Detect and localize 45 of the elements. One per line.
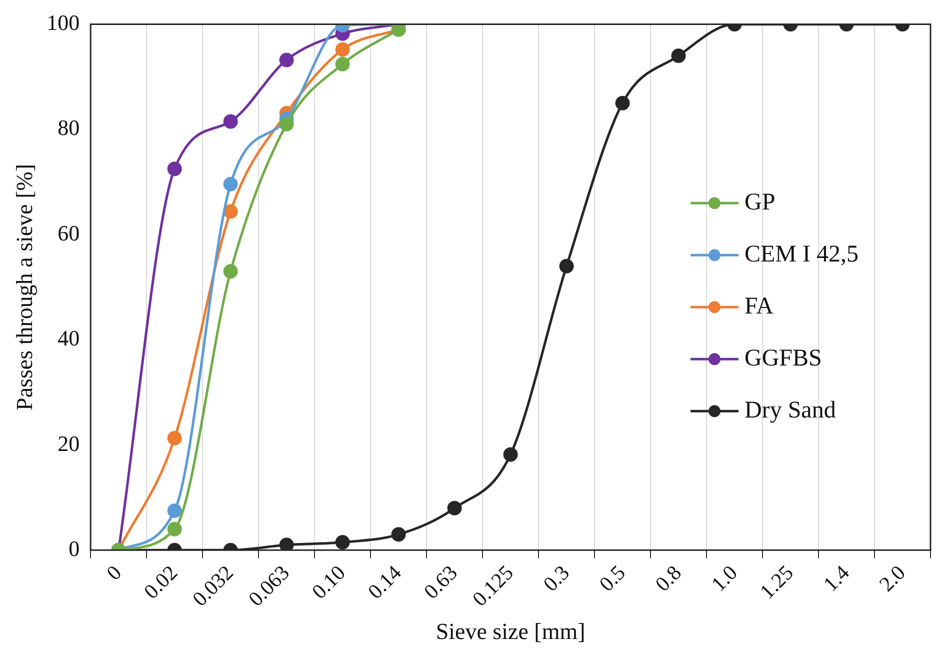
point (335, 56, 350, 72)
y-tick-label: 100 (46, 10, 80, 35)
point (671, 48, 686, 64)
x-tick-label: 0.5 (594, 560, 630, 596)
x-tick-label: 0.02 (139, 560, 182, 604)
point (279, 116, 294, 132)
y-tick-label: 0 (68, 536, 80, 561)
x-tick-label: 0.63 (419, 560, 462, 604)
y-tick-label: 60 (58, 220, 80, 246)
legend-label: GP (744, 189, 776, 216)
y-tick-label: 20 (58, 430, 80, 456)
x-tick-label: 1.25 (754, 560, 798, 604)
legend-label: GGFBS (744, 345, 822, 372)
x-tick-label: 0.14 (363, 560, 406, 604)
y-tick-label: 40 (58, 326, 80, 351)
x-axis-title: Sieve size [mm] (436, 619, 586, 644)
point (167, 503, 182, 518)
point (335, 535, 350, 550)
point (223, 176, 238, 192)
point (335, 42, 350, 57)
point (223, 264, 238, 279)
point (223, 114, 238, 129)
point (279, 52, 294, 68)
point (167, 430, 182, 446)
point (223, 204, 238, 219)
x-tick-label: 2.0 (874, 560, 910, 596)
legend-label: Dry Sand (744, 397, 836, 424)
x-tick-label: 1.0 (706, 560, 742, 596)
point (167, 162, 182, 176)
x-tick-label: 0 (102, 560, 126, 585)
x-tick-label: 1.4 (818, 560, 854, 596)
x-tick-label: 0.10 (307, 560, 350, 604)
point (391, 527, 406, 542)
point (447, 500, 462, 516)
y-tick-label: 80 (58, 115, 80, 140)
point (503, 447, 518, 462)
x-tick-label: 0.3 (538, 560, 574, 596)
point (559, 258, 574, 274)
point (279, 538, 294, 550)
legend-label: CEM I 42,5 (744, 241, 858, 268)
legend-label: FA (744, 293, 774, 320)
point (167, 522, 182, 536)
y-axis-title: Passes through a sieve [%] (12, 164, 37, 410)
point (615, 96, 630, 110)
x-tick-label: 0.8 (650, 560, 686, 596)
